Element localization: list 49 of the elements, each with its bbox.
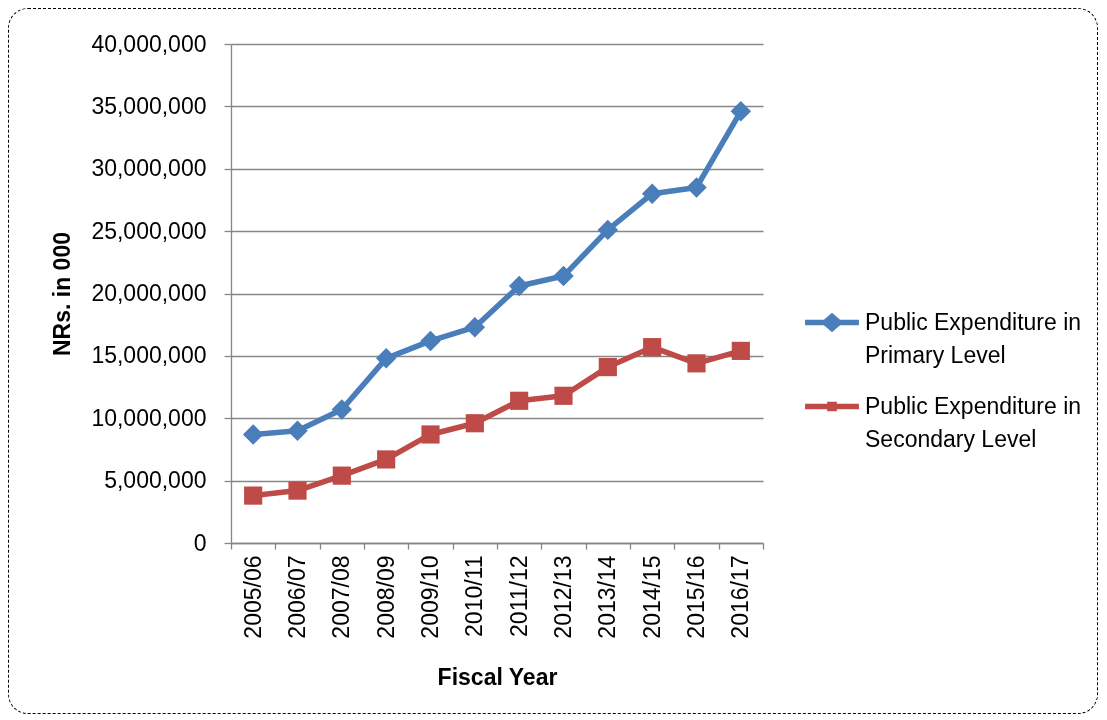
y-tick-label: 10,000,000 [91, 404, 207, 431]
x-tick-label: 2007/08 [328, 555, 355, 639]
point [686, 177, 707, 198]
x-tick-label: 2012/13 [550, 555, 576, 639]
point [597, 219, 619, 241]
legend-label: Public Expenditure in Primary Level [865, 308, 1082, 368]
point [421, 425, 440, 444]
point [288, 481, 307, 500]
point [375, 348, 397, 369]
y-axis-title: NRs. in 000 [48, 232, 75, 356]
x-tick-label: 2009/10 [417, 555, 443, 639]
legend-label: Public Expenditure in Secondary Level [865, 392, 1082, 452]
point [598, 358, 617, 377]
y-tick-label: 25,000,000 [91, 217, 207, 244]
point [244, 486, 263, 505]
point [641, 183, 663, 204]
point [242, 424, 264, 445]
x-tick-label: 2006/07 [284, 555, 310, 639]
x-tick-label: 2014/15 [638, 555, 665, 639]
point [377, 450, 396, 469]
point [643, 338, 662, 357]
y-tick-label: 15,000,000 [91, 342, 207, 369]
point [508, 275, 530, 297]
point [287, 420, 308, 441]
point [465, 414, 484, 433]
point [687, 354, 706, 373]
x-tick-label: 2005/06 [239, 555, 266, 639]
y-tick-label: 40,000,000 [91, 30, 207, 57]
y-tick-label: 30,000,000 [91, 155, 207, 182]
point [510, 391, 529, 410]
point [420, 330, 441, 352]
x-tick-label: 2011/12 [505, 555, 532, 637]
y-tick-label: 20,000,000 [91, 280, 207, 306]
point [332, 466, 351, 485]
point [730, 101, 752, 122]
point [331, 399, 353, 420]
y-tick-label: 0 [193, 529, 207, 556]
y-tick-label: 5,000,000 [104, 467, 207, 494]
x-axis-title: Fiscal Year [437, 663, 558, 690]
x-tick-label: 2008/09 [372, 555, 399, 639]
point [554, 386, 573, 405]
x-tick-label: 2013/14 [594, 555, 621, 639]
point [731, 341, 750, 360]
x-tick-label: 2016/17 [727, 555, 754, 639]
point [553, 265, 574, 287]
x-tick-label: 2010/11 [461, 555, 488, 637]
y-tick-label: 35,000,000 [91, 92, 207, 119]
x-tick-label: 2015/16 [683, 555, 709, 639]
point [464, 316, 486, 338]
